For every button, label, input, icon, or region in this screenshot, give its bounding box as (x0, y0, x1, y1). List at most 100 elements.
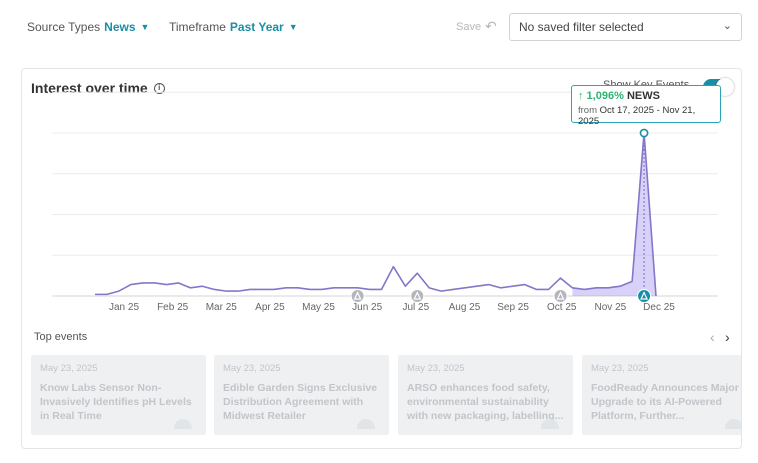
save-button[interactable]: Save (456, 21, 482, 33)
data-point (285, 287, 287, 289)
tooltip-range: Oct 17, 2025 - Nov 21, 2025 (578, 105, 696, 127)
tooltip-series: NEWS (626, 90, 660, 102)
data-point (535, 288, 537, 290)
series-line-news (95, 132, 657, 297)
data-point (273, 288, 275, 290)
event-date: May 23, 2025 (407, 363, 465, 374)
chevron-down-icon: ⌄ (722, 20, 732, 32)
data-point (655, 295, 657, 297)
data-point (153, 282, 155, 284)
top-events-title: Top events (34, 331, 88, 343)
highlight-area (572, 133, 656, 296)
x-tick-label: Aug 25 (449, 302, 481, 313)
data-point (261, 288, 263, 290)
data-point (321, 288, 323, 290)
data-point (368, 288, 370, 290)
key-event-glyph (413, 291, 422, 300)
data-point (344, 287, 346, 289)
data-point (524, 283, 526, 285)
data-point (476, 285, 478, 287)
data-point (607, 287, 609, 289)
event-card[interactable]: May 23, 2025 FoodReady Announces Major U… (582, 355, 741, 435)
peak-point (639, 128, 649, 138)
event-placeholder-icon (357, 419, 375, 429)
x-tick-label: Dec 25 (643, 302, 675, 313)
info-icon[interactable]: i (153, 82, 165, 94)
data-point (547, 288, 549, 290)
x-tick-label: Jun 25 (352, 302, 382, 313)
chevron-down-icon: ▼ (140, 22, 150, 32)
top-events-list: May 23, 2025 Know Labs Sensor Non-Invasi… (31, 355, 741, 435)
data-point (356, 287, 358, 289)
data-point (404, 285, 406, 287)
x-tick-label: May 25 (302, 302, 335, 313)
source-types-label: Source Types (27, 20, 101, 34)
x-tick-label: Apr 25 (255, 302, 285, 313)
data-point (452, 288, 454, 290)
event-title: FoodReady Announces Major Upgrade to its… (591, 382, 739, 422)
tooltip-from-label: from (578, 105, 597, 116)
source-types-filter[interactable]: Source Types News ▼ (27, 20, 149, 34)
data-point (177, 282, 179, 284)
toolbar: Source Types News ▼ Timeframe Past Year … (0, 0, 758, 56)
key-event-glyph (353, 291, 362, 300)
data-point (428, 287, 430, 289)
event-card[interactable]: May 23, 2025 ARSO enhances food safety, … (398, 355, 573, 435)
key-event-glyph (640, 291, 649, 300)
data-point (512, 285, 514, 287)
key-event-glyph (556, 291, 565, 300)
x-tick-label: Jan 25 (109, 302, 139, 313)
event-card[interactable]: May 23, 2025 Edible Garden Signs Exclusi… (214, 355, 389, 435)
data-point (488, 283, 490, 285)
undo-icon[interactable]: ↶ (485, 18, 497, 34)
event-title: ARSO enhances food safety, environmental… (407, 382, 564, 422)
chart-tooltip: ↑ 1,096% NEWS from Oct 17, 2025 - Nov 21… (571, 85, 721, 127)
data-point (213, 288, 215, 290)
event-placeholder-icon (541, 419, 559, 429)
data-point (94, 293, 96, 295)
x-tick-label: Oct 25 (547, 302, 577, 313)
event-date: May 23, 2025 (40, 363, 98, 374)
x-tick-label: Sep 25 (497, 302, 529, 313)
data-point (571, 287, 573, 289)
data-point (416, 272, 418, 274)
event-title: Edible Garden Signs Exclusive Distributi… (223, 382, 378, 422)
data-point (500, 287, 502, 289)
chevron-left-icon[interactable]: ‹ (710, 329, 715, 345)
timeframe-filter[interactable]: Timeframe Past Year ▼ (169, 20, 298, 34)
event-placeholder-icon (174, 419, 192, 429)
data-point (440, 290, 442, 292)
data-point (297, 287, 299, 289)
event-placeholder-icon (725, 419, 741, 429)
data-point (201, 285, 203, 287)
data-point (165, 283, 167, 285)
chevron-right-icon[interactable]: › (725, 329, 730, 345)
data-point (237, 290, 239, 292)
source-types-value: News (104, 20, 136, 34)
data-point (392, 265, 394, 267)
event-title: Know Labs Sensor Non-Invasively Identifi… (40, 382, 192, 422)
data-point (225, 290, 227, 292)
timeframe-value: Past Year (229, 20, 284, 34)
interest-over-time-card: Interest over time i Show Key Events ↑ 1… (21, 68, 742, 449)
data-point (583, 288, 585, 290)
saved-filter-select[interactable]: No saved filter selected ⌄ (509, 13, 742, 41)
x-tick-label: Feb 25 (157, 302, 189, 313)
chevron-down-icon: ▼ (288, 22, 298, 32)
x-tick-label: Nov 25 (595, 302, 627, 313)
x-tick-label: Jul 25 (402, 302, 429, 313)
timeframe-label: Timeframe (169, 20, 226, 34)
data-point (249, 288, 251, 290)
data-point (464, 287, 466, 289)
saved-filter-value: No saved filter selected (519, 20, 644, 34)
event-date: May 23, 2025 (223, 363, 281, 374)
data-point (142, 282, 144, 284)
data-point (118, 290, 120, 292)
event-date: May 23, 2025 (591, 363, 649, 374)
data-point (380, 288, 382, 290)
data-point (130, 283, 132, 285)
event-card[interactable]: May 23, 2025 Know Labs Sensor Non-Invasi… (31, 355, 206, 435)
data-point (189, 287, 191, 289)
tooltip-change: ↑ 1,096% (578, 90, 624, 102)
data-point (559, 277, 561, 279)
